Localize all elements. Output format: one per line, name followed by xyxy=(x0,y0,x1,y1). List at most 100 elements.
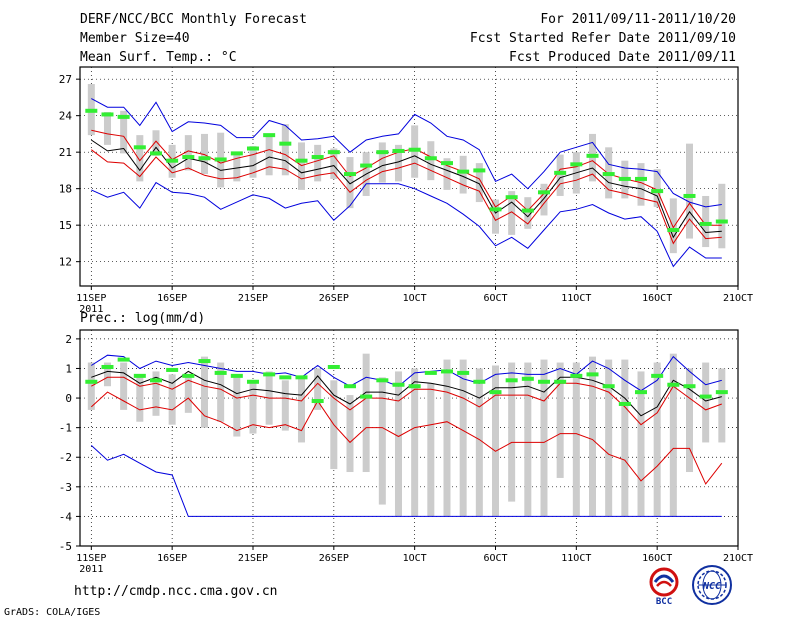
panel2-range-bar xyxy=(491,365,499,517)
panel2-observed-mark xyxy=(570,373,583,378)
panel2-range-bar xyxy=(588,356,596,517)
panel1-observed-mark xyxy=(602,172,615,177)
panel1-range-bar xyxy=(200,133,208,175)
panel1-observed-mark xyxy=(392,148,405,153)
panel2-observed-mark xyxy=(440,369,453,374)
panel2-range-bar xyxy=(217,362,225,422)
panel1-observed-mark xyxy=(117,114,130,119)
panel2-observed-mark xyxy=(505,378,518,383)
panel1-observed-mark xyxy=(715,219,728,224)
panel1-observed-mark xyxy=(651,189,664,194)
panel1-observed-mark xyxy=(667,228,680,233)
panel1-observed-mark xyxy=(505,195,518,200)
panel2-observed-mark xyxy=(133,373,146,378)
panel2-y-tick-label: -3 xyxy=(59,481,72,494)
panel1-y-tick-label: 27 xyxy=(59,73,72,86)
panel1-range-bar xyxy=(103,112,111,145)
panel2-observed-mark xyxy=(602,384,615,389)
panel1-observed-mark xyxy=(263,133,276,138)
panel2-observed-mark xyxy=(586,372,599,377)
panel2-series-max xyxy=(91,354,722,392)
panel2-range-bar xyxy=(702,362,710,443)
panel2-plot-frame xyxy=(79,329,739,547)
panel2-range-bar xyxy=(556,362,564,478)
panel2-observed-mark xyxy=(85,379,98,384)
panel2-observed-mark xyxy=(327,364,340,369)
panel2-range-bar xyxy=(475,368,483,517)
panel2-observed-mark xyxy=(651,373,664,378)
panel1-plot-frame xyxy=(79,66,739,287)
panel1-x-tick-label: 6OCT xyxy=(483,293,507,304)
panel1-range-bar xyxy=(265,133,273,176)
panel1-x-tick-label: 21SEP xyxy=(238,293,268,304)
panel2-observed-mark xyxy=(489,390,502,395)
panel1-observed-mark xyxy=(473,168,486,173)
panel1-observed-mark xyxy=(101,112,114,117)
panel2-y-tick-label: 1 xyxy=(65,362,72,375)
panel2-range-bar xyxy=(621,359,629,517)
panel2-observed-mark xyxy=(457,370,470,375)
panel2-range-bar xyxy=(168,374,176,425)
panel2-observed-mark xyxy=(392,382,405,387)
panel2-range-bar xyxy=(524,362,532,517)
panel2-observed-mark xyxy=(166,367,179,372)
panel1-y-tick-label: 24 xyxy=(59,110,73,123)
panel2-observed-mark xyxy=(214,370,227,375)
panel1-range-bar xyxy=(718,183,726,249)
panel1-series-mean xyxy=(91,139,722,239)
panel1-range-bar xyxy=(459,155,467,194)
panel1-range-bar xyxy=(314,144,322,182)
panel2-range-bar xyxy=(184,377,192,413)
panel2-y-tick-label: -2 xyxy=(59,451,72,464)
panel2-x-tick-label: 11SEP xyxy=(76,553,106,564)
footer-url: http://cmdp.ncc.cma.gov.cn xyxy=(74,584,278,599)
panel2-observed-mark xyxy=(424,370,437,375)
panel2-x-tick-label: 16SEP xyxy=(157,553,187,564)
panel1-range-bar xyxy=(330,148,338,179)
panel1-range-bar xyxy=(297,142,305,190)
variable-label: Mean Surf. Temp.: °C xyxy=(80,50,237,65)
panel2-range-bar xyxy=(637,371,645,517)
panel2-y-tick-label: -1 xyxy=(59,422,72,435)
panel2-observed-mark xyxy=(699,394,712,399)
panel2-observed-mark xyxy=(279,375,292,380)
panel1-observed-mark xyxy=(618,176,631,181)
panel2-x-tick-label: 1OCT xyxy=(403,553,427,564)
panel2-observed-mark xyxy=(198,359,211,364)
panel1-range-bar xyxy=(702,195,710,248)
period-label: For 2011/09/11-2011/10/20 xyxy=(540,12,736,27)
panel2-range-bar xyxy=(136,374,144,422)
panel1-x-tick-label: 1OCT xyxy=(403,293,427,304)
panel1-range-bar xyxy=(443,158,451,190)
panel2-range-bar xyxy=(669,353,677,517)
panel2-range-bar xyxy=(314,368,322,410)
panel2-x-tick-label: 11OCT xyxy=(561,553,591,564)
panel1-observed-mark xyxy=(554,170,567,175)
panel2-series-min xyxy=(90,445,722,517)
panel1-observed-mark xyxy=(133,145,146,150)
panel1-x-tick-label: 11SEP xyxy=(76,293,106,304)
panel1-range-bar xyxy=(508,191,516,235)
panel1-series-upper xyxy=(91,129,722,229)
panel2-range-bar xyxy=(103,362,111,387)
panel2-y-tick-label: 0 xyxy=(65,392,72,405)
panel1-range-bar xyxy=(427,141,435,181)
panel2-range-bar xyxy=(718,368,726,443)
panel2-observed-mark xyxy=(246,379,259,384)
panel1-observed-mark xyxy=(214,157,227,162)
panel2-observed-mark xyxy=(408,384,421,389)
panel2-observed-mark xyxy=(101,364,114,369)
panel2-range-bar xyxy=(233,374,241,437)
panel2-range-bar xyxy=(653,362,661,517)
panel1-observed-mark xyxy=(182,155,195,160)
panel1-observed-mark xyxy=(537,190,550,195)
precip-panel-title: Prec.: log(mm/d) xyxy=(80,311,206,326)
panel1-x-tick-label: 11OCT xyxy=(561,293,591,304)
panel2-observed-mark xyxy=(376,378,389,383)
panel2-observed-mark xyxy=(521,376,534,381)
panel1-observed-mark xyxy=(457,169,470,174)
panel1-range-bar xyxy=(184,135,192,171)
panel2-range-bar xyxy=(249,383,257,434)
panel1-observed-mark xyxy=(295,158,308,163)
panel1-range-bar xyxy=(653,169,661,207)
